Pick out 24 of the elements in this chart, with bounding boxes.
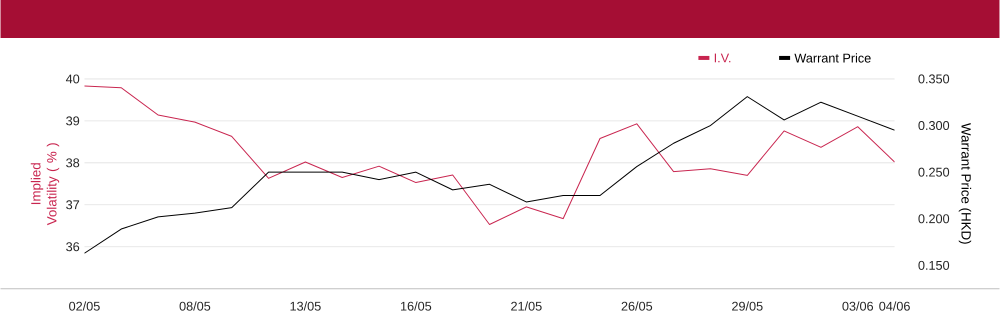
x-tick-label: 04/06 [879,302,910,311]
x-tick-label: 29/05 [732,302,763,311]
x-tick-label: 03/06 [842,302,874,311]
legend-label: Warrant Price [794,53,871,63]
y-tick-label: 39 [66,116,80,126]
line-series [84,86,895,226]
y2-tick-label: 0.150 [918,261,950,270]
x-tick-label: 02/05 [69,302,100,311]
y2-axis-title: Warrant Price (HKD) [958,123,972,244]
x-tick-label: 21/05 [511,302,542,311]
y2-tick-label: 0.250 [918,168,950,177]
x-tick-label: 26/05 [622,302,652,311]
x-tick-label: 16/05 [400,302,432,311]
y-tick-label: 36 [66,242,80,252]
y-tick-label: 40 [66,74,80,84]
y2-tick-label: 0.200 [918,214,950,224]
x-tick-label: 13/05 [290,302,321,311]
y-tick-label: 37 [66,200,80,210]
y-axis-title: Implied Volatility ( % ) [30,143,60,226]
x-tick-label: 08/05 [180,302,210,311]
y2-tick-label: 0.350 [918,74,950,84]
y-tick-label: 38 [66,158,80,168]
legend-label: I.V. [714,54,730,62]
y2-tick-label: 0.300 [918,121,950,130]
